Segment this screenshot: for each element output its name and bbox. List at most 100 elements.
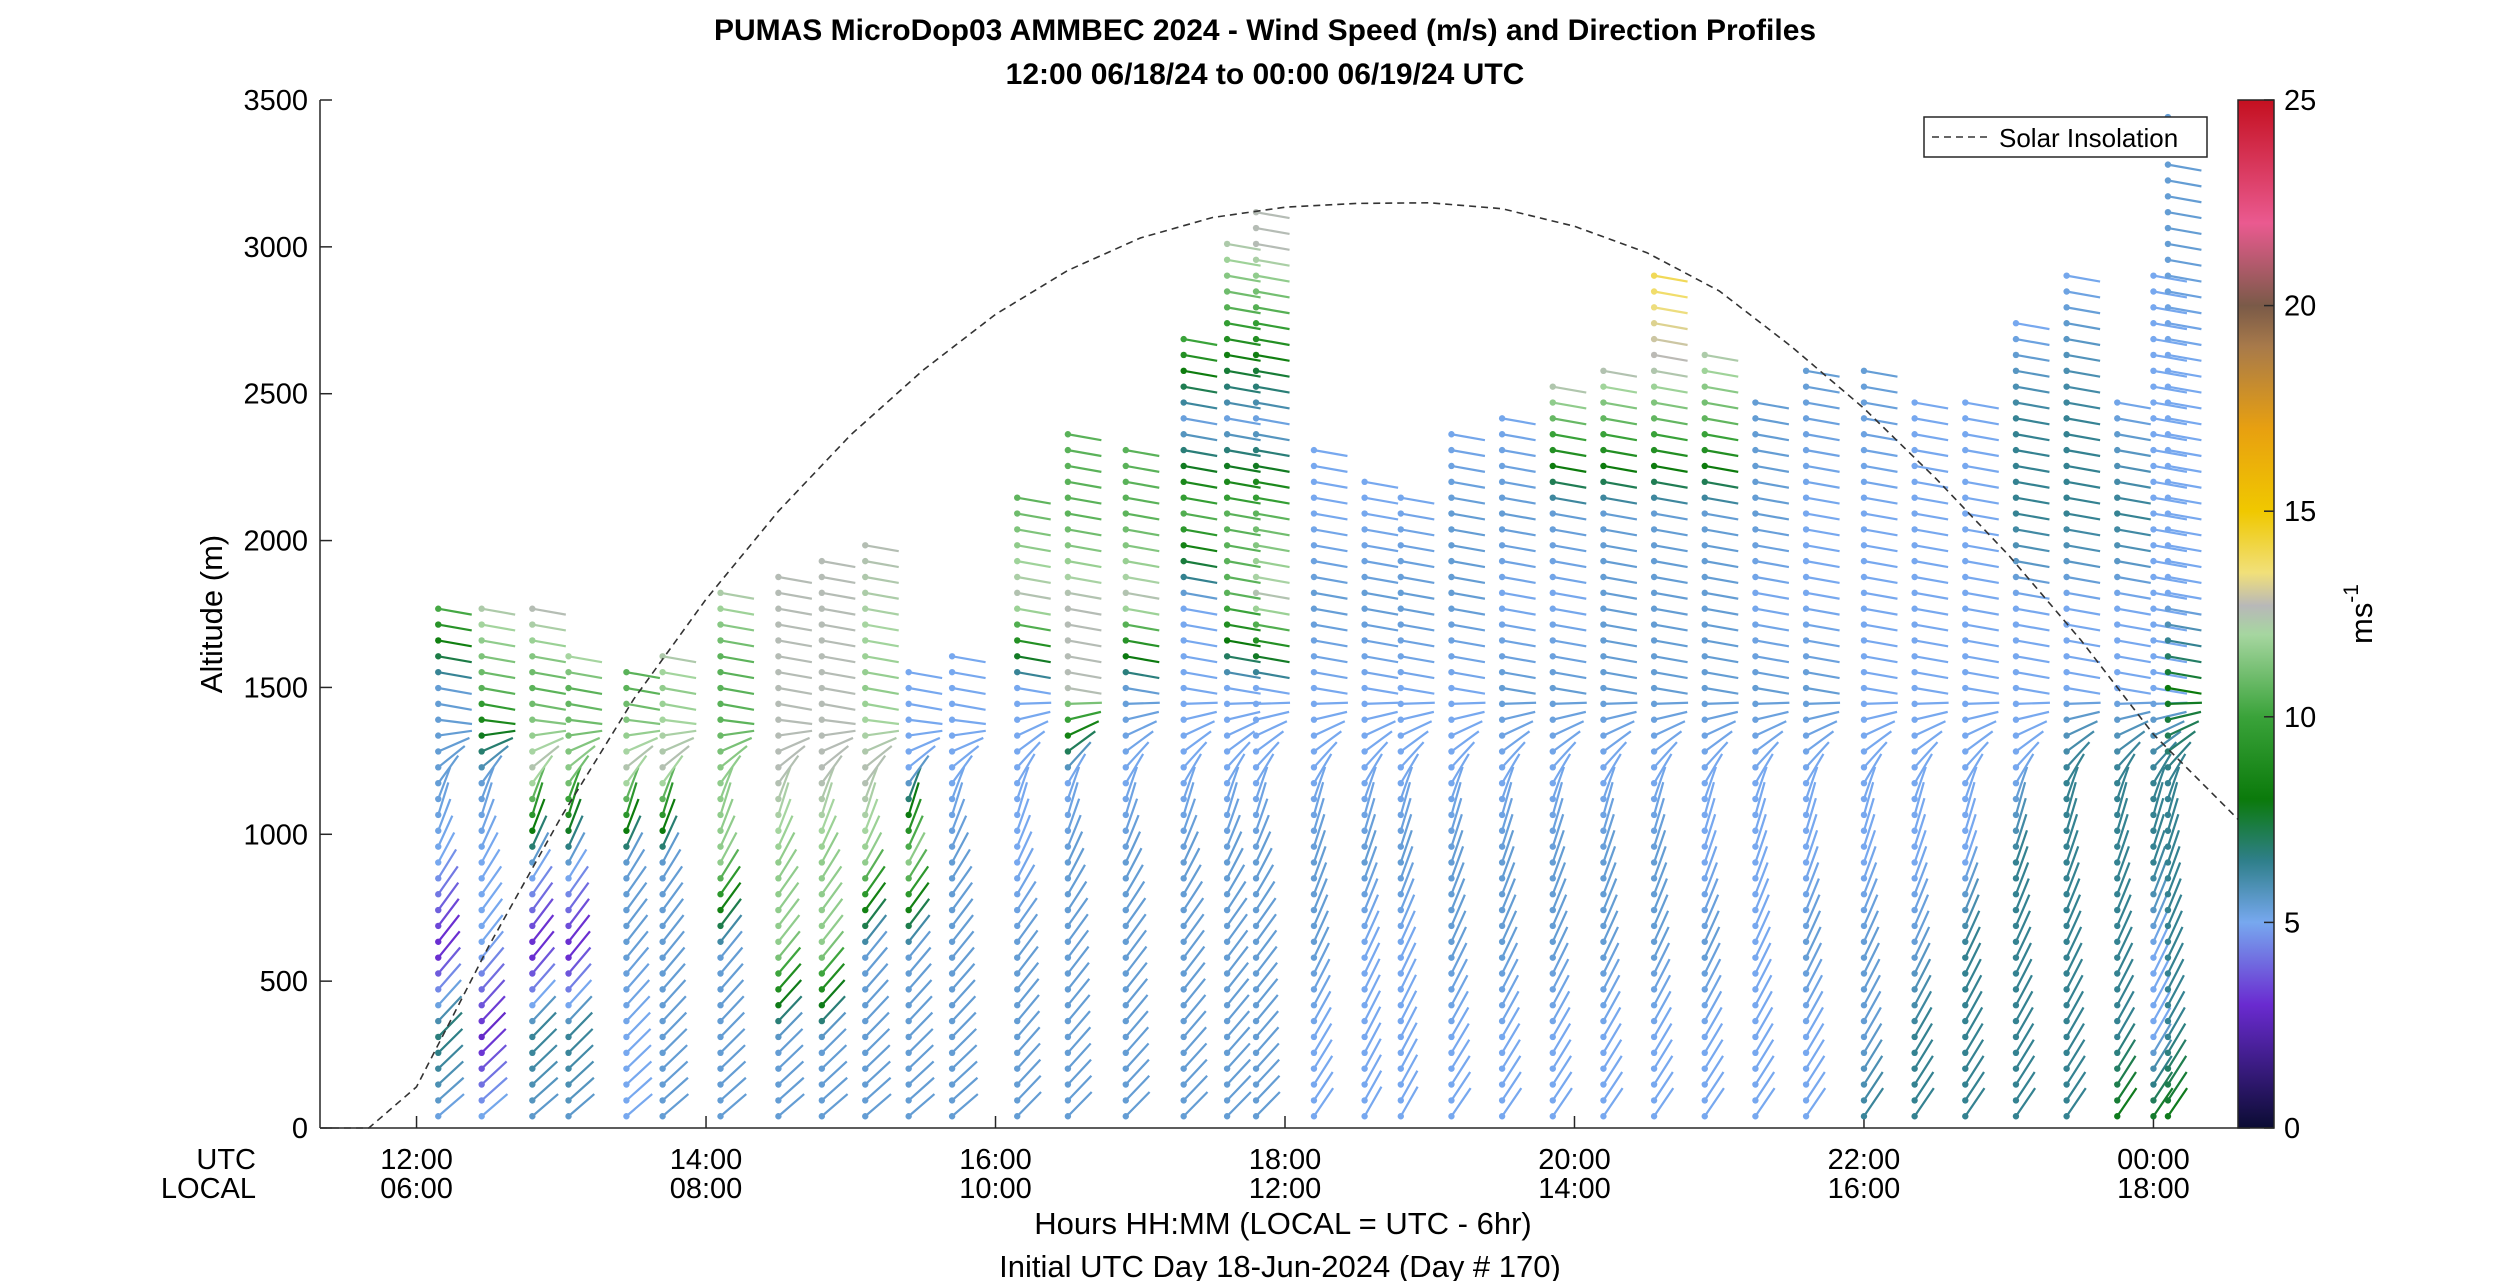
- wind-barb-shaft: [567, 946, 592, 975]
- wind-barb-point: [1014, 589, 1021, 597]
- wind-barb-shaft: [1226, 401, 1261, 410]
- wind-barb-point: [435, 1081, 442, 1088]
- wind-barb-point: [2063, 1002, 2070, 1009]
- wind-barb-point: [2114, 557, 2121, 565]
- wind-barb-point: [2150, 843, 2157, 850]
- wind-barb-shaft: [778, 671, 813, 680]
- wind-barb-point: [1180, 1081, 1187, 1088]
- wind-barb-point: [1962, 764, 1969, 771]
- wind-barb-point: [905, 732, 912, 739]
- wind-barb-shaft: [2167, 449, 2202, 458]
- y-tick-label: 2000: [243, 526, 308, 558]
- wind-barb-point: [1962, 779, 1969, 787]
- wind-barb-point: [1014, 811, 1021, 819]
- wind-barb-shaft: [1703, 910, 1720, 943]
- wind-barb-point: [1180, 700, 1187, 708]
- wind-barb-point: [1600, 589, 1607, 597]
- wind-barb-shaft: [1806, 701, 1841, 705]
- wind-barb-point: [1448, 938, 1455, 945]
- wind-barb-point: [1752, 764, 1759, 771]
- wind-barb-shaft: [1704, 528, 1739, 537]
- wind-barb-point: [862, 716, 869, 723]
- wind-barb-shaft: [1450, 862, 1465, 895]
- wind-barb-point: [2063, 542, 2070, 549]
- wind-barb-shaft: [951, 1060, 978, 1086]
- wind-barb-shaft: [907, 930, 931, 959]
- wind-barb-shaft: [865, 655, 899, 664]
- wind-barb-shaft: [1862, 766, 1877, 800]
- wind-barb-point: [2164, 621, 2172, 628]
- wind-barb-point: [2114, 875, 2121, 882]
- wind-barb-point: [623, 891, 630, 898]
- wind-barb-point: [2164, 970, 2172, 977]
- wind-barb-shaft: [2167, 195, 2202, 204]
- y-tick-label: 0: [292, 1113, 308, 1145]
- wind-barb-shaft: [1313, 591, 1348, 600]
- wind-barb-shaft: [821, 1076, 848, 1102]
- wind-barb-shaft: [1964, 958, 1982, 990]
- wind-barb-shaft: [1067, 464, 1102, 473]
- wind-barb-point: [1911, 986, 1918, 993]
- wind-barb-point: [1252, 621, 1260, 628]
- wind-barb-shaft: [1501, 1039, 1521, 1070]
- wind-barb-shaft: [1755, 575, 1790, 584]
- wind-barb-shaft: [2014, 878, 2030, 911]
- wind-barb-point: [1962, 462, 1969, 470]
- wind-barb-shaft: [2015, 369, 2050, 378]
- wind-barb-shaft: [1255, 897, 1277, 927]
- wind-barb-point: [1911, 494, 1918, 501]
- wind-barb-point: [623, 954, 630, 961]
- wind-barb-shaft: [1255, 798, 1269, 832]
- wind-barb-point: [1911, 557, 1918, 565]
- wind-barb-point: [1549, 1017, 1556, 1025]
- wind-barb-point: [2063, 779, 2070, 787]
- wind-barb-point: [1448, 557, 1455, 565]
- wind-barb-shaft: [1552, 544, 1587, 553]
- wind-barb-shaft: [2167, 591, 2202, 600]
- wind-barb-point: [2150, 1081, 2157, 1088]
- wind-barb-point: [1600, 764, 1607, 771]
- wind-barb-shaft: [1255, 401, 1290, 410]
- wind-barb-shaft: [907, 815, 924, 848]
- wind-barb-point: [1014, 779, 1021, 787]
- wind-barb-point: [2063, 335, 2070, 343]
- wind-barb-point: [1064, 700, 1072, 708]
- wind-barb-shaft: [1016, 1091, 1042, 1118]
- wind-barb-point: [1911, 510, 1918, 517]
- wind-barb-point: [818, 954, 826, 961]
- wind-barb-shaft: [864, 736, 897, 753]
- wind-barb-shaft: [864, 1060, 891, 1086]
- wind-barb-point: [948, 859, 956, 866]
- wind-barb-shaft: [1501, 480, 1536, 489]
- wind-barb-shaft: [1552, 655, 1587, 664]
- wind-barb-point: [948, 843, 956, 850]
- wind-barb-point: [948, 1097, 956, 1104]
- wind-barb-point: [1752, 827, 1759, 834]
- wind-barb-shaft: [1754, 910, 1771, 943]
- wind-barb-shaft: [480, 881, 503, 911]
- wind-barb-point: [1962, 684, 1969, 692]
- wind-barb-shaft: [480, 914, 504, 943]
- wind-barb-shaft: [719, 914, 743, 943]
- wind-barb-shaft: [1653, 846, 1667, 879]
- wind-barb-shaft: [532, 639, 567, 648]
- wind-barb-shaft: [531, 995, 557, 1022]
- wind-barb-point: [2114, 1097, 2121, 1104]
- wind-barb-shaft: [2014, 813, 2028, 847]
- wind-barb-shaft: [1067, 560, 1102, 569]
- wind-barb-point: [2012, 573, 2020, 581]
- wind-barb-point: [1397, 621, 1404, 628]
- wind-barb-point: [1600, 557, 1607, 565]
- wind-barb-point: [717, 1097, 724, 1104]
- wind-barb-shaft: [531, 831, 550, 863]
- wind-barb-point: [565, 1002, 572, 1009]
- wind-barb-point: [2063, 922, 2070, 930]
- wind-barb-shaft: [821, 686, 856, 696]
- wind-barb-shaft: [1703, 846, 1718, 879]
- wind-barb-point: [717, 716, 724, 723]
- wind-barb-point: [775, 589, 782, 597]
- wind-barb-shaft: [2014, 766, 2029, 800]
- wind-barb-point: [659, 1081, 666, 1088]
- wind-barb-point: [659, 827, 666, 834]
- wind-barb-shaft: [1653, 686, 1688, 695]
